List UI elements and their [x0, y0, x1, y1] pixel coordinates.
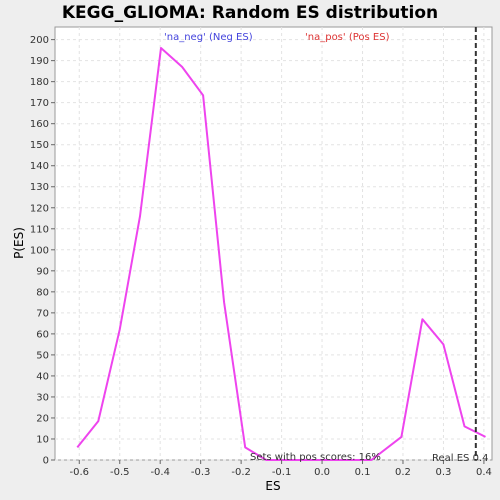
plot-area [54, 26, 493, 461]
y-tick-label: 40 [36, 371, 49, 382]
real-es-label: Real ES 0.4 [432, 453, 488, 464]
y-axis-title: P(ES) [12, 227, 26, 259]
y-tick-label: 150 [30, 140, 49, 151]
y-tick-label: 160 [30, 119, 49, 130]
x-axis-title: ES [265, 479, 280, 493]
y-tick-label: 140 [30, 161, 49, 172]
es-distribution-line [76, 47, 486, 461]
y-tick-label: 200 [30, 35, 49, 46]
y-tick-label: 70 [36, 308, 49, 319]
x-tick-label: 0.4 [476, 467, 492, 478]
x-tick-label: -0.6 [70, 467, 90, 478]
x-tick-label: 0.3 [435, 467, 451, 478]
y-tick-label: 10 [36, 434, 49, 445]
y-tick-label: 170 [30, 98, 49, 109]
x-tick-label: -0.3 [191, 467, 211, 478]
y-tick-label: 100 [30, 245, 49, 256]
y-tick-label: 80 [36, 287, 49, 298]
y-tick-label: 130 [30, 182, 49, 193]
grid [55, 27, 492, 461]
x-tick-label: -0.1 [272, 467, 292, 478]
y-tick-label: 120 [30, 203, 49, 214]
y-tick-label: 50 [36, 350, 49, 361]
y-tick-label: 190 [30, 56, 49, 67]
legend-neg-label: 'na_neg' (Neg ES) [164, 32, 253, 43]
x-tick-label: -0.5 [110, 467, 130, 478]
x-tick-label: -0.4 [150, 467, 170, 478]
y-tick-label: 20 [36, 413, 49, 424]
x-tick-label: 0.1 [355, 467, 371, 478]
y-tick-label: 0 [43, 456, 49, 467]
y-tick-label: 30 [36, 392, 49, 403]
axes: 0 10 20 30 40 50 60 70 80 90 100 110 120 130 140 150 160… [30, 35, 492, 478]
y-tick-label: 110 [30, 224, 49, 235]
chart-title: KEGG_GLIOMA: Random ES distribution [62, 3, 438, 23]
y-tick-label: 180 [30, 77, 49, 88]
y-tick-label: 90 [36, 266, 49, 277]
pos-scores-note: Sets with pos scores: 16% [250, 452, 381, 463]
legend-pos-label: 'na_pos' (Pos ES) [305, 32, 390, 43]
x-tick-label: 0.0 [314, 467, 330, 478]
y-tick-label: 60 [36, 329, 49, 340]
x-tick-label: -0.2 [231, 467, 251, 478]
series-group [76, 47, 486, 461]
x-tick-label: 0.2 [395, 467, 411, 478]
